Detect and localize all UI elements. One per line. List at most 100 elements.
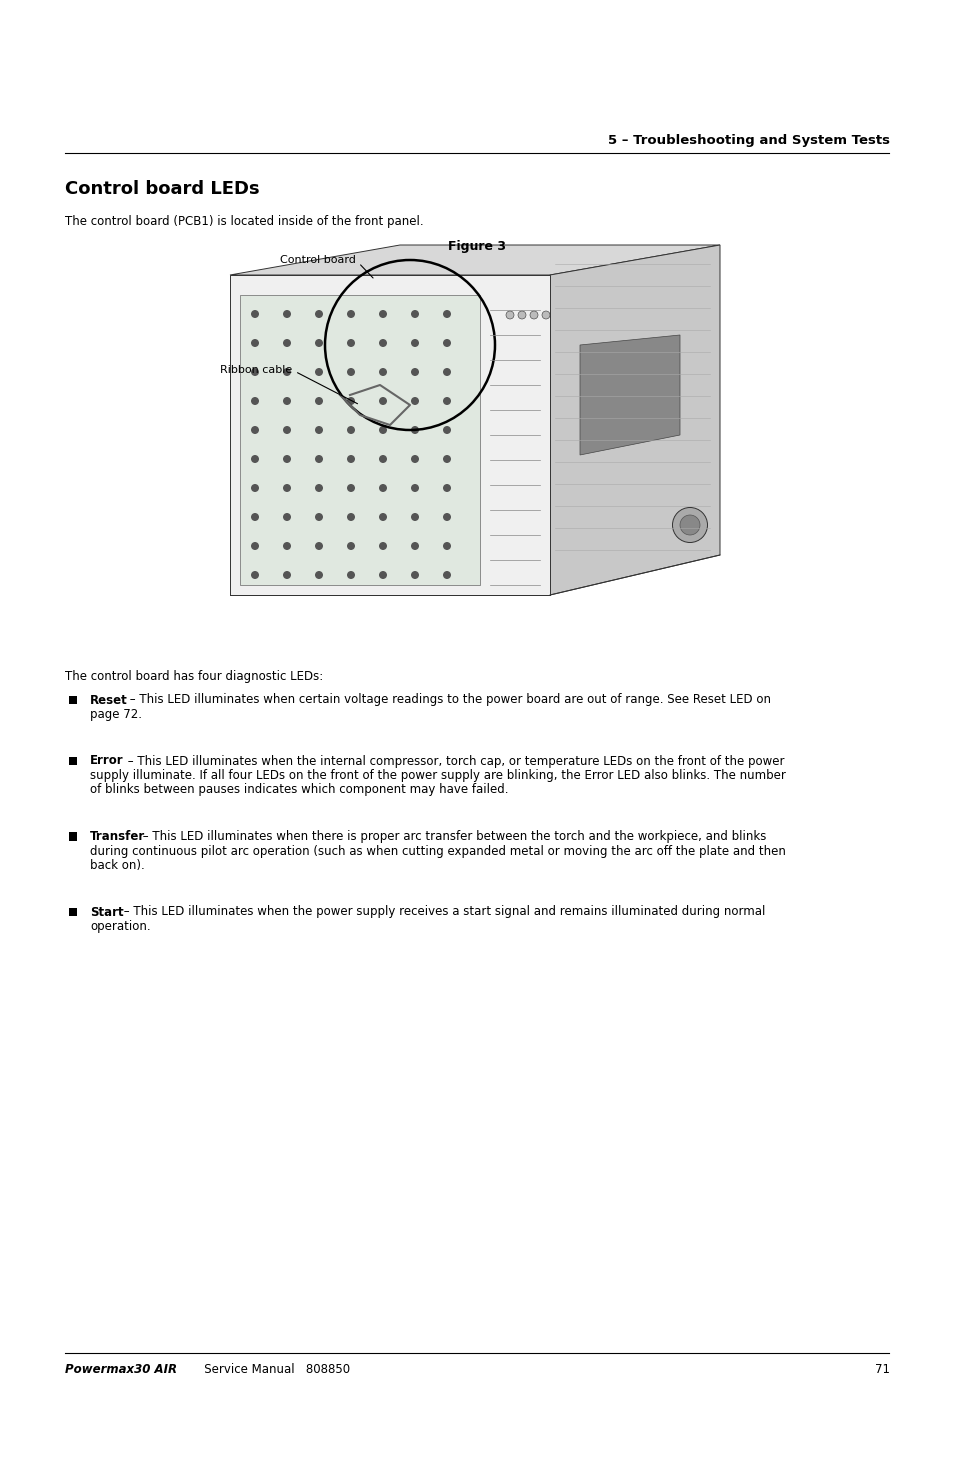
Circle shape bbox=[251, 310, 258, 319]
Circle shape bbox=[283, 310, 291, 319]
Text: back on).: back on). bbox=[90, 858, 145, 872]
Circle shape bbox=[251, 571, 258, 580]
Ellipse shape bbox=[679, 515, 700, 535]
Text: Start: Start bbox=[90, 906, 124, 919]
Circle shape bbox=[442, 513, 451, 521]
Text: Service Manual   808850: Service Manual 808850 bbox=[193, 1363, 350, 1376]
Circle shape bbox=[442, 571, 451, 580]
Circle shape bbox=[251, 484, 258, 493]
Text: page 72.: page 72. bbox=[90, 708, 142, 721]
Circle shape bbox=[283, 339, 291, 347]
Text: Control board LEDs: Control board LEDs bbox=[65, 180, 259, 198]
Circle shape bbox=[442, 541, 451, 550]
Circle shape bbox=[411, 367, 418, 376]
Circle shape bbox=[442, 310, 451, 319]
Circle shape bbox=[530, 311, 537, 319]
Circle shape bbox=[251, 454, 258, 463]
Circle shape bbox=[347, 367, 355, 376]
Text: The control board has four diagnostic LEDs:: The control board has four diagnostic LE… bbox=[65, 670, 323, 683]
Circle shape bbox=[378, 367, 387, 376]
Text: Figure 3: Figure 3 bbox=[448, 240, 505, 254]
Text: – This LED illuminates when the internal compressor, torch cap, or temperature L: – This LED illuminates when the internal… bbox=[124, 755, 783, 767]
Circle shape bbox=[411, 397, 418, 406]
Text: Ribbon cable: Ribbon cable bbox=[220, 364, 357, 404]
Text: Reset: Reset bbox=[90, 693, 128, 707]
Circle shape bbox=[283, 426, 291, 434]
Circle shape bbox=[378, 513, 387, 521]
Circle shape bbox=[314, 310, 323, 319]
Text: Powermax30 AIR: Powermax30 AIR bbox=[65, 1363, 177, 1376]
Circle shape bbox=[251, 367, 258, 376]
Circle shape bbox=[411, 310, 418, 319]
Circle shape bbox=[347, 310, 355, 319]
Circle shape bbox=[411, 513, 418, 521]
Text: 5 – Troubleshooting and System Tests: 5 – Troubleshooting and System Tests bbox=[607, 134, 889, 148]
Text: Control board: Control board bbox=[280, 255, 373, 277]
Circle shape bbox=[347, 339, 355, 347]
Circle shape bbox=[505, 311, 514, 319]
Circle shape bbox=[347, 571, 355, 580]
Circle shape bbox=[314, 541, 323, 550]
Circle shape bbox=[283, 454, 291, 463]
Circle shape bbox=[411, 454, 418, 463]
Circle shape bbox=[314, 426, 323, 434]
Circle shape bbox=[442, 367, 451, 376]
Circle shape bbox=[251, 397, 258, 406]
Polygon shape bbox=[240, 295, 479, 586]
FancyBboxPatch shape bbox=[69, 757, 77, 766]
Circle shape bbox=[314, 397, 323, 406]
Polygon shape bbox=[230, 274, 550, 594]
Circle shape bbox=[378, 397, 387, 406]
Circle shape bbox=[347, 454, 355, 463]
Circle shape bbox=[411, 571, 418, 580]
Text: – This LED illuminates when the power supply receives a start signal and remains: – This LED illuminates when the power su… bbox=[120, 906, 764, 919]
Ellipse shape bbox=[672, 507, 707, 543]
Circle shape bbox=[442, 339, 451, 347]
Circle shape bbox=[442, 484, 451, 493]
Text: supply illuminate. If all four LEDs on the front of the power supply are blinkin: supply illuminate. If all four LEDs on t… bbox=[90, 768, 785, 782]
Circle shape bbox=[314, 513, 323, 521]
Circle shape bbox=[251, 513, 258, 521]
Text: – This LED illuminates when certain voltage readings to the power board are out : – This LED illuminates when certain volt… bbox=[126, 693, 770, 707]
Circle shape bbox=[283, 397, 291, 406]
Circle shape bbox=[378, 339, 387, 347]
Text: The control board (PCB1) is located inside of the front panel.: The control board (PCB1) is located insi… bbox=[65, 215, 423, 229]
FancyBboxPatch shape bbox=[69, 832, 77, 841]
Circle shape bbox=[347, 426, 355, 434]
Circle shape bbox=[442, 426, 451, 434]
Circle shape bbox=[541, 311, 550, 319]
Circle shape bbox=[378, 426, 387, 434]
Circle shape bbox=[251, 339, 258, 347]
Circle shape bbox=[314, 484, 323, 493]
Circle shape bbox=[411, 541, 418, 550]
Text: – This LED illuminates when there is proper arc transfer between the torch and t: – This LED illuminates when there is pro… bbox=[139, 830, 765, 844]
Text: Error: Error bbox=[90, 755, 124, 767]
Circle shape bbox=[378, 541, 387, 550]
Circle shape bbox=[347, 541, 355, 550]
Circle shape bbox=[283, 484, 291, 493]
Circle shape bbox=[347, 513, 355, 521]
Text: 71: 71 bbox=[874, 1363, 889, 1376]
Circle shape bbox=[378, 454, 387, 463]
FancyBboxPatch shape bbox=[69, 907, 77, 916]
Circle shape bbox=[347, 397, 355, 406]
Circle shape bbox=[411, 484, 418, 493]
Text: operation.: operation. bbox=[90, 920, 151, 934]
Polygon shape bbox=[230, 245, 720, 274]
Polygon shape bbox=[579, 335, 679, 454]
Circle shape bbox=[314, 339, 323, 347]
Circle shape bbox=[283, 541, 291, 550]
Circle shape bbox=[378, 571, 387, 580]
Circle shape bbox=[251, 426, 258, 434]
Circle shape bbox=[314, 571, 323, 580]
Circle shape bbox=[314, 454, 323, 463]
Circle shape bbox=[411, 339, 418, 347]
Circle shape bbox=[251, 541, 258, 550]
Circle shape bbox=[314, 367, 323, 376]
Text: Transfer: Transfer bbox=[90, 830, 145, 844]
Circle shape bbox=[283, 571, 291, 580]
Text: of blinks between pauses indicates which component may have failed.: of blinks between pauses indicates which… bbox=[90, 783, 508, 796]
Circle shape bbox=[517, 311, 525, 319]
Circle shape bbox=[347, 484, 355, 493]
Circle shape bbox=[442, 397, 451, 406]
